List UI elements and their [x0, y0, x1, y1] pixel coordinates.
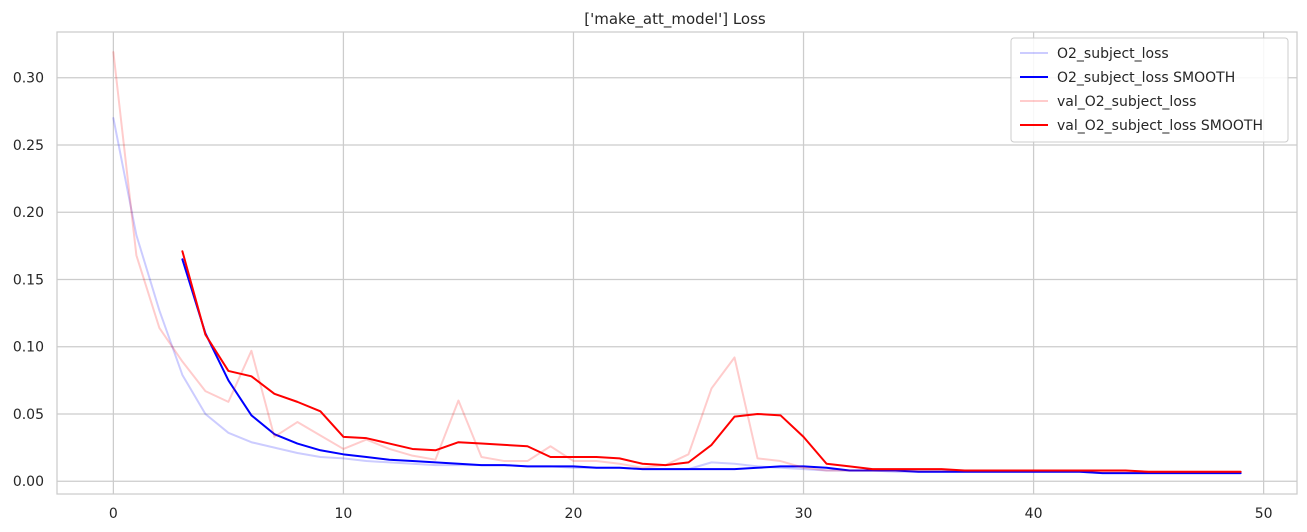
legend: O2_subject_loss O2_subject_loss SMOOTH val…: [1010, 37, 1289, 143]
x-tick-label: 30: [795, 506, 813, 522]
axis-ticks: 0 10 20 30 40 50 0.00 0.05 0.10 0.15 0.20 0.25 0.30: [13, 71, 1273, 522]
x-tick-label: 10: [335, 506, 353, 522]
legend-label: O2_subject_loss SMOOTH: [1057, 70, 1235, 86]
series-line-1: [181, 258, 1242, 475]
grid-lines: [57, 32, 1297, 494]
legend-label: val_O2_subject_loss: [1057, 94, 1196, 110]
legend-label: val_O2_subject_loss SMOOTH: [1057, 118, 1263, 134]
y-tick-label: 0.05: [13, 407, 44, 423]
y-tick-label: 0.10: [13, 340, 44, 356]
y-tick-label: 0.30: [13, 71, 44, 87]
y-tick-label: 0.15: [13, 272, 44, 288]
y-tick-label: 0.00: [13, 474, 44, 490]
x-tick-label: 0: [109, 506, 118, 522]
x-tick-label: 40: [1025, 506, 1043, 522]
legend-label: O2_subject_loss: [1057, 46, 1169, 62]
x-tick-label: 50: [1255, 506, 1273, 522]
series-line-3: [181, 250, 1242, 473]
chart-title: ['make_att_model'] Loss: [584, 10, 766, 29]
y-tick-label: 0.25: [13, 138, 44, 154]
legend-box: [1010, 37, 1289, 143]
x-tick-label: 20: [565, 506, 583, 522]
y-tick-label: 0.20: [13, 205, 44, 221]
series-lines: [112, 51, 1242, 475]
